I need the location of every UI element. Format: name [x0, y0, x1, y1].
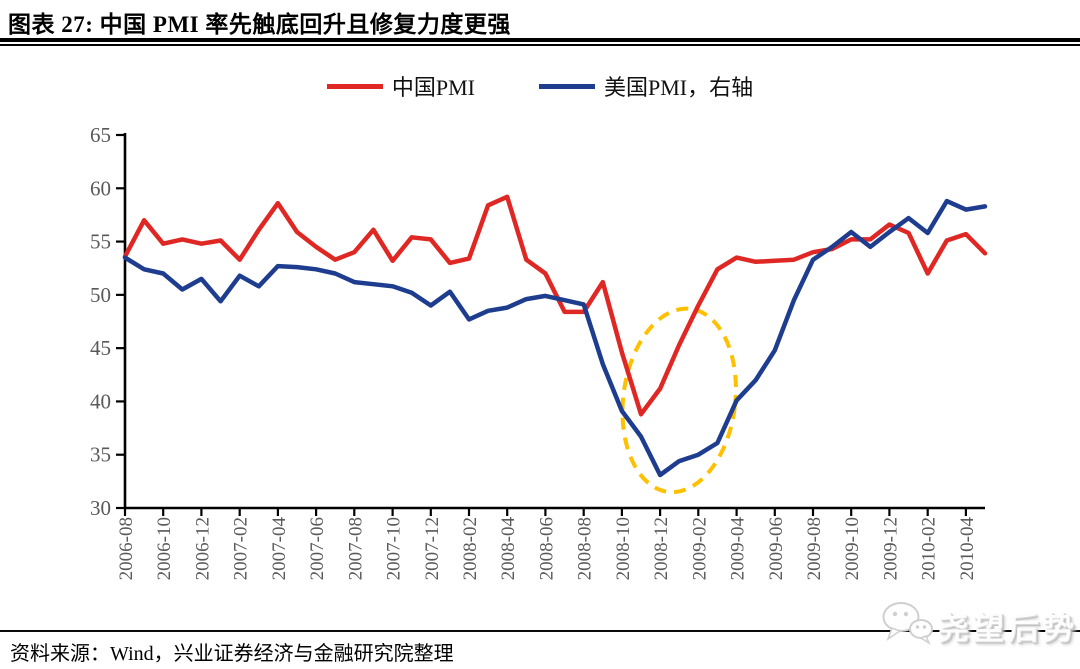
svg-text:2008-04: 2008-04 — [498, 517, 519, 581]
svg-text:2008-06: 2008-06 — [536, 517, 557, 580]
legend-swatch-china-pmi — [326, 83, 383, 89]
svg-text:2009-06: 2009-06 — [766, 517, 787, 580]
svg-text:40: 40 — [90, 389, 111, 413]
legend-label-us-pmi: 美国PMI，右轴 — [604, 75, 754, 100]
wechat-icon — [880, 600, 934, 651]
legend-swatch-us-pmi — [539, 83, 595, 89]
title-divider — [0, 38, 1080, 46]
svg-text:2007-02: 2007-02 — [231, 517, 252, 580]
figure-title: 图表 27: 中国 PMI 率先触底回升且修复力度更强 — [8, 12, 511, 37]
svg-text:2010-04: 2010-04 — [957, 517, 978, 581]
svg-text:2009-12: 2009-12 — [880, 517, 901, 580]
svg-text:2008-10: 2008-10 — [613, 517, 634, 580]
svg-text:2008-12: 2008-12 — [651, 517, 672, 580]
svg-text:2006-12: 2006-12 — [192, 517, 213, 580]
svg-text:2008-08: 2008-08 — [575, 517, 596, 580]
svg-text:55: 55 — [90, 230, 111, 254]
svg-text:2007-06: 2007-06 — [307, 517, 328, 580]
chart-legend: 中国PMI 美国PMI，右轴 — [0, 70, 1080, 102]
svg-text:2007-08: 2007-08 — [345, 517, 366, 580]
svg-text:2007-04: 2007-04 — [269, 517, 290, 581]
svg-text:2006-10: 2006-10 — [154, 517, 175, 580]
svg-text:2009-10: 2009-10 — [842, 517, 863, 580]
svg-text:2009-02: 2009-02 — [689, 517, 710, 580]
legend-label-china-pmi: 中国PMI — [391, 75, 475, 100]
svg-text:45: 45 — [90, 336, 111, 360]
svg-text:2006-08: 2006-08 — [116, 517, 137, 580]
legend-item-china-pmi: 中国PMI — [326, 70, 475, 102]
watermark-label: 尧望后势 — [938, 611, 1078, 646]
footer-divider — [0, 630, 1080, 632]
svg-text:30: 30 — [90, 496, 111, 520]
svg-text:50: 50 — [90, 283, 111, 307]
svg-text:60: 60 — [90, 176, 111, 200]
source-note: 资料来源：Wind，兴业证券经济与金融研究院整理 — [10, 643, 454, 665]
svg-text:2009-08: 2009-08 — [804, 517, 825, 580]
legend-item-us-pmi: 美国PMI，右轴 — [539, 70, 753, 102]
svg-text:65: 65 — [90, 123, 111, 147]
svg-text:2007-12: 2007-12 — [422, 517, 443, 580]
svg-text:2009-04: 2009-04 — [728, 517, 749, 581]
watermark: 尧望后势 — [880, 600, 1078, 651]
svg-text:2007-10: 2007-10 — [384, 517, 405, 580]
svg-text:35: 35 — [90, 443, 111, 467]
svg-text:2008-02: 2008-02 — [460, 517, 481, 580]
svg-text:2010-02: 2010-02 — [919, 517, 940, 580]
